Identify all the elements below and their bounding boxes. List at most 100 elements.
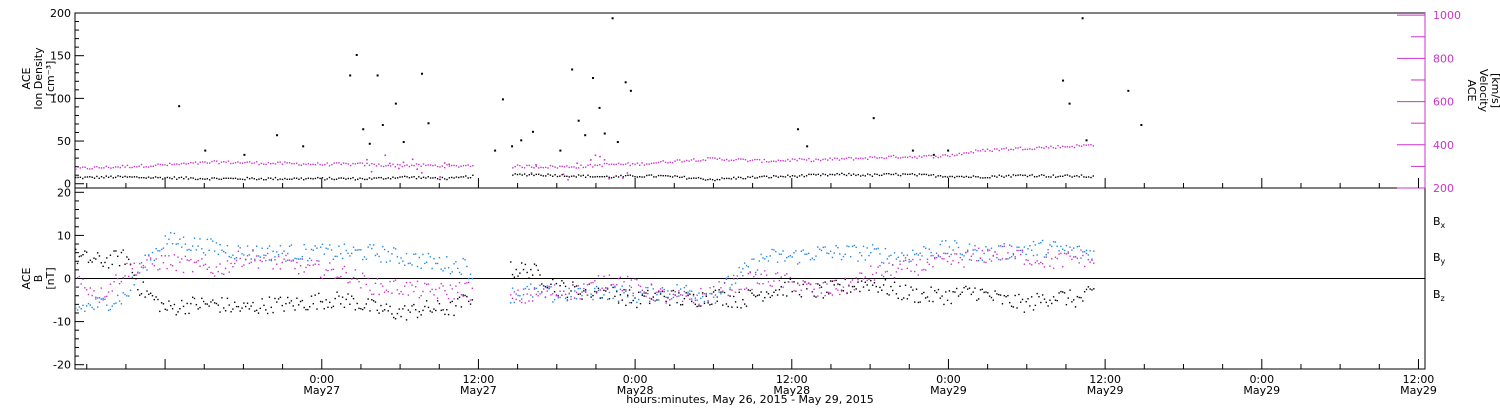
velocity-scatter-point [576,162,578,165]
velocity-point [401,165,404,168]
bz-point [290,260,293,262]
bz-point [338,276,340,279]
by-point [307,259,309,262]
bz-point [75,286,77,288]
bx-point [829,280,832,282]
velocity-point [157,163,159,165]
density-point [211,177,213,179]
bx-point [297,304,300,306]
bz-point [698,303,700,306]
by-point [186,249,188,251]
velocity-point [1069,146,1071,148]
bz-point [701,293,704,295]
density-point [542,175,545,177]
density-point [812,173,815,175]
bz-point [1078,262,1080,264]
bx-point [696,305,698,308]
velocity-point [686,159,688,162]
density-point [1078,176,1080,178]
density-point [913,173,916,176]
density-point [993,175,996,177]
by-point [166,243,168,245]
bx-point [1078,296,1080,299]
bz-point [579,298,581,300]
by-point [793,252,795,254]
velocity-point [763,158,765,161]
bz-point [91,294,93,297]
bx-point [1025,300,1027,303]
bz-point [700,287,702,290]
bx-point [1051,302,1053,305]
bz-point [307,264,309,266]
bz-point [520,301,523,304]
bx-point [398,308,400,310]
bz-point [736,275,739,277]
bx-point [537,269,539,271]
bx-point [725,303,728,305]
by-point [345,249,347,252]
bz-point [329,262,331,264]
velocity-point [366,162,368,165]
bx-point [786,295,788,297]
density-point [1033,176,1036,178]
by-point [148,254,150,256]
bz-point [400,290,402,293]
bz-point [517,289,519,291]
density-point [465,175,467,177]
by-point [510,302,512,304]
bx-point [270,306,272,309]
velocity-point [624,163,627,165]
by-point [924,247,927,250]
bx-point [575,285,578,287]
velocity-point [871,156,874,159]
velocity-scatter-point [402,161,405,164]
velocity-point [935,155,937,158]
bz-point [760,273,762,275]
by-point [422,253,424,256]
velocity-scatter-point [388,162,391,165]
density-point [777,176,780,178]
by-point [641,293,644,295]
by-point [446,256,448,258]
by-point [524,287,527,290]
velocity-point [676,159,679,161]
bz-point [835,288,837,290]
bx-point [950,302,952,305]
bx-point [561,280,563,282]
by-point [310,248,313,251]
density-point [284,177,286,180]
bz-point [676,295,678,298]
density-spike-point [624,81,627,84]
bz-point [446,293,448,296]
by-point [329,244,331,246]
velocity-point [439,166,441,168]
bx-point [871,284,874,286]
by-point [396,256,399,258]
density-point [244,178,246,181]
bz-point [513,291,516,293]
density-point [1015,174,1017,177]
by-point [956,242,958,244]
density-point [986,177,989,179]
bz-point [1038,262,1040,265]
bx-point [1062,291,1064,293]
velocity-point [263,163,265,165]
x-tick-label-date: May27 [460,384,497,397]
by-point [416,265,419,268]
by-point [903,254,905,257]
velocity-point [1031,148,1033,151]
velocity-point [119,166,122,169]
bz-point [844,277,846,280]
by-point [212,240,214,242]
bx-point [263,304,265,307]
by-point [855,246,857,249]
density-point [939,175,942,177]
bx-point [332,305,335,308]
density-point [1024,174,1026,176]
by-point [575,298,578,300]
bx-point [658,291,660,293]
bx-point [1043,298,1046,300]
bx-point [711,303,713,305]
bz-point [1009,257,1011,259]
by-point [574,290,576,292]
